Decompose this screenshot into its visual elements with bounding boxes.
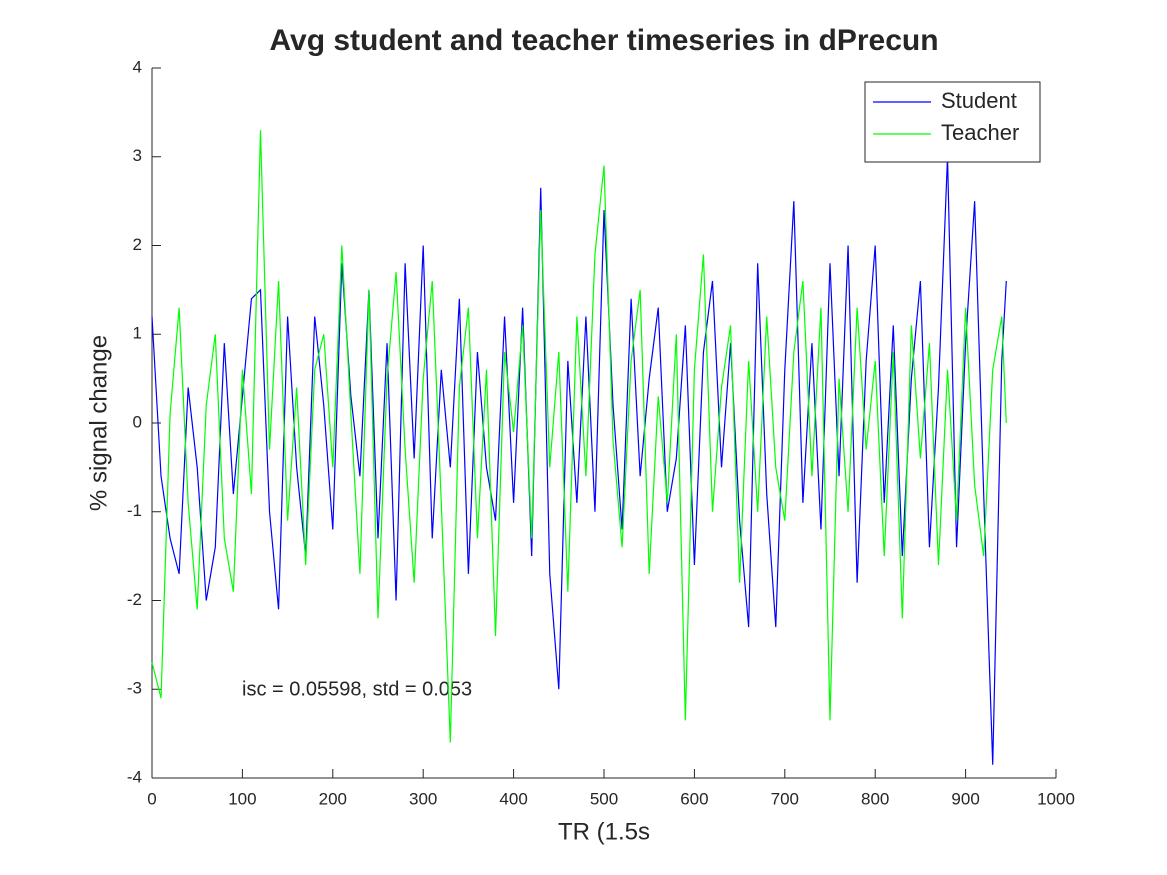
x-tick-label: 900 [951, 789, 979, 808]
x-tick-label: 400 [499, 789, 527, 808]
x-tick-label: 600 [680, 789, 708, 808]
y-tick-label: 3 [133, 146, 142, 165]
x-tick-label: 800 [861, 789, 889, 808]
x-tick-label: 500 [590, 789, 618, 808]
y-axis-label: % signal change [85, 335, 112, 511]
y-tick-label: -1 [127, 501, 142, 520]
y-tick-label: 1 [133, 324, 142, 343]
legend-label: Teacher [941, 120, 1019, 145]
y-tick-label: 2 [133, 235, 142, 254]
legend-box [864, 81, 1041, 163]
x-tick-label: 100 [228, 789, 256, 808]
x-tick-label: 200 [319, 789, 347, 808]
y-tick-label: 4 [133, 57, 142, 76]
y-tick-label: -3 [127, 679, 142, 698]
annotation: isc = 0.05598, std = 0.053 [242, 678, 472, 700]
x-tick-label: 700 [771, 789, 799, 808]
chart-title: Avg student and teacher timeseries in dP… [269, 24, 938, 57]
series-line [151, 156, 1007, 765]
x-tick-label: 300 [409, 789, 437, 808]
y-tick-label: -2 [127, 590, 142, 609]
x-tick-label: 1000 [1037, 789, 1075, 808]
x-axis-label: TR (1.5s [558, 818, 650, 845]
series-line [151, 130, 1007, 743]
x-tick-label: 0 [147, 789, 156, 808]
y-tick-label: 0 [133, 412, 142, 431]
y-tick-label: -4 [127, 767, 142, 786]
legend-label: Student [941, 88, 1017, 113]
